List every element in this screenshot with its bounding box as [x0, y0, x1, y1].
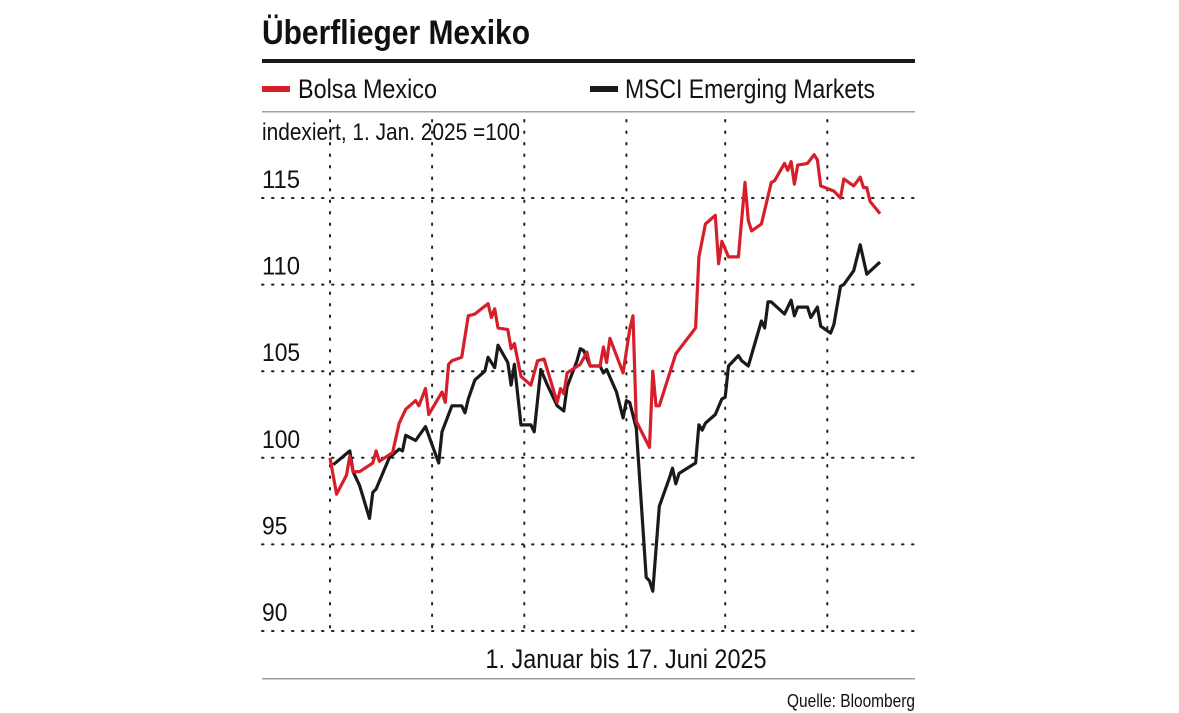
y-axis-ticks: 90 95 100 105 110 115 — [262, 166, 300, 627]
legend: Bolsa Mexico MSCI Emerging Markets — [262, 74, 875, 104]
chart-title: Überflieger Mexiko — [262, 14, 530, 52]
legend-label-msci-emerging-markets: MSCI Emerging Markets — [625, 74, 875, 104]
legend-swatch-bolsa-mexico — [262, 86, 290, 92]
chart-subtitle: indexiert, 1. Jan. 2025 =100 — [262, 119, 520, 146]
y-tick-label: 95 — [262, 512, 287, 540]
y-tick-label: 105 — [262, 339, 300, 367]
y-tick-label: 115 — [262, 166, 300, 194]
legend-rule — [262, 111, 915, 113]
series-line-bolsa-mexico — [328, 153, 882, 496]
series-line-msci-emerging-markets — [332, 243, 882, 593]
source-note: Quelle: Bloomberg — [787, 691, 915, 711]
legend-label-bolsa-mexico: Bolsa Mexico — [298, 74, 437, 104]
y-tick-label: 110 — [262, 253, 300, 281]
y-tick-label: 90 — [262, 599, 287, 627]
x-axis-label: 1. Januar bis 17. Juni 2025 — [486, 644, 767, 674]
y-tick-label: 100 — [262, 426, 300, 454]
series-lines — [328, 153, 882, 593]
grid — [261, 119, 916, 632]
title-rule — [262, 59, 915, 63]
footer-rule — [262, 678, 915, 680]
legend-swatch-msci-emerging-markets — [590, 86, 618, 92]
